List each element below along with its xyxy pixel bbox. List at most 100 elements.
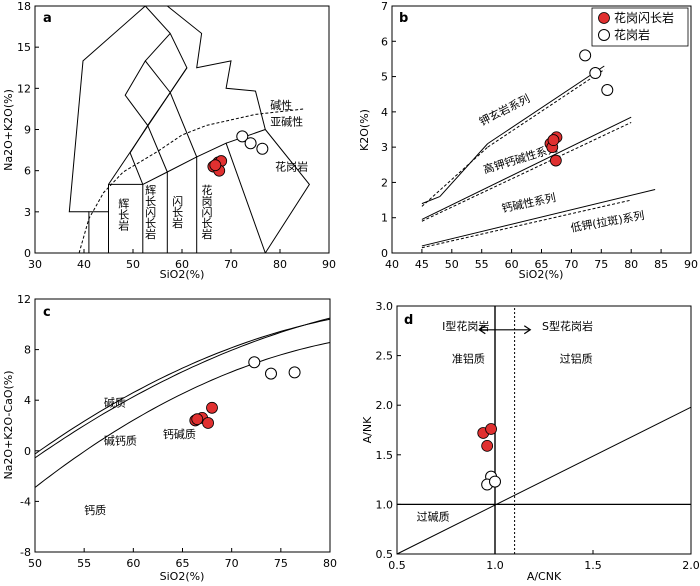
tas-inner-6 xyxy=(144,33,171,62)
panel-b-ylabel: K2O(%) xyxy=(358,109,371,151)
granodiorite-point xyxy=(549,154,562,167)
tas-inner-4 xyxy=(169,67,188,93)
granodiorite-point xyxy=(206,401,218,414)
x-tick-label: 85 xyxy=(654,258,668,271)
x-tick-label: 40 xyxy=(385,258,399,271)
granite-point xyxy=(579,49,592,62)
region-label: 花岗闪长岩 xyxy=(200,184,213,240)
y-tick-label: 5 xyxy=(381,71,388,84)
alkali-calcic-boundary xyxy=(34,318,331,455)
panel-d-frame xyxy=(396,305,692,555)
y-tick-label: 6 xyxy=(381,35,388,48)
tas-inner-5 xyxy=(124,60,171,126)
tas-inner-3 xyxy=(147,91,198,158)
y-tick-label: 1.0 xyxy=(376,498,394,511)
tas-diorite-top xyxy=(142,156,197,185)
x-tick-label: 55 xyxy=(475,258,489,271)
legend-label-0: 花岗闪长岩 xyxy=(614,10,674,25)
x-tick-label: 30 xyxy=(28,258,42,271)
y-tick-label: 3 xyxy=(381,141,388,154)
y-tick-label: 4 xyxy=(381,106,388,119)
granite-point xyxy=(236,130,249,143)
x-tick-label: 60 xyxy=(175,258,189,271)
panel-a-ylabel: Na2O+K2O(%) xyxy=(2,89,15,171)
region-label: 亚碱性 xyxy=(270,114,303,128)
shoshonite-dashed xyxy=(487,69,605,148)
y-tick-label: 12 xyxy=(17,82,31,95)
y-tick-label: 15 xyxy=(17,41,31,54)
y-tick-label: 1.5 xyxy=(376,449,394,462)
region-label: 钙质 xyxy=(84,503,106,517)
region-label: 钾玄岩系列 xyxy=(477,91,532,128)
tas-inner-2 xyxy=(129,124,168,173)
shoshonite-line xyxy=(421,196,441,205)
shoshonite-line xyxy=(439,143,489,197)
x-tick-label: 80 xyxy=(624,258,638,271)
y-tick-label: 3 xyxy=(24,206,31,219)
x-tick-label: 70 xyxy=(564,258,578,271)
x-tick-label: 1.5 xyxy=(584,559,602,572)
region-label: 钙碱性系列 xyxy=(500,190,557,215)
region-label: 碱钙质 xyxy=(104,433,137,447)
legend-open-marker xyxy=(598,29,610,41)
y-tick-label: 18 xyxy=(17,0,31,13)
panel-a-xlabel: SiO2(%) xyxy=(160,268,205,281)
granodiorite-point xyxy=(481,439,494,452)
region-label: 碱性 xyxy=(270,98,292,112)
granite-point xyxy=(256,142,269,155)
region-label: 低钾(拉斑)系列 xyxy=(569,208,645,235)
x-tick-label: 60 xyxy=(505,258,519,271)
alkali-lime-boundaries xyxy=(34,317,331,488)
y-tick-label: 7 xyxy=(381,0,388,13)
y-tick-label: 0 xyxy=(24,247,31,260)
y-tick-label: -8 xyxy=(20,546,31,559)
panel-b-xlabel: SiO2(%) xyxy=(519,268,564,281)
x-tick-label: 65 xyxy=(176,557,190,570)
panel-c-xlabel: SiO2(%) xyxy=(160,570,205,583)
y-tick-label: 4 xyxy=(24,394,31,407)
y-tick-label: 3.0 xyxy=(376,300,394,313)
tas-field-boundaries xyxy=(68,5,311,254)
x-tick-label: 70 xyxy=(225,557,239,570)
x-tick-label: 1.0 xyxy=(486,559,504,572)
region-label: S型花岗岩 xyxy=(542,319,593,333)
x-tick-label: 75 xyxy=(594,258,608,271)
x-tick-label: 50 xyxy=(28,557,42,570)
y-tick-label: 2.0 xyxy=(376,399,394,412)
x-tick-label: 40 xyxy=(77,258,91,271)
granodiorite-point xyxy=(191,413,204,426)
panel-d: d 0.5 1.0 1.5 2.0 0.5 1.0 1.5 2.0 2.5 3.0 I型花岗岩 S型… xyxy=(361,300,700,583)
granodiorite-point xyxy=(209,159,222,172)
panel-b-legend: 花岗闪长岩 花岗岩 xyxy=(591,7,689,47)
panel-b-letter: b xyxy=(399,11,408,26)
y-tick-label: 2 xyxy=(381,176,388,189)
x-tick-label: 0.5 xyxy=(388,559,406,572)
panel-d-letter: d xyxy=(404,313,413,328)
y-tick-label: 12 xyxy=(17,293,31,306)
granite-point xyxy=(288,366,301,379)
i-arrowhead xyxy=(478,325,486,335)
region-label: 钙碱质 xyxy=(163,427,196,441)
y-tick-label: 0.5 xyxy=(376,548,394,561)
x-tick-label: 80 xyxy=(323,557,337,570)
region-label: 过碱质 xyxy=(417,510,450,523)
tas-outline-far-left xyxy=(68,5,146,213)
region-label: 准铝质 xyxy=(452,352,485,366)
panel-a-letter: a xyxy=(43,11,52,26)
y-tick-label: 1 xyxy=(381,212,388,225)
calc-alkalic-boundary xyxy=(34,342,331,488)
alkalic-boundary xyxy=(34,317,331,459)
s-arrowhead xyxy=(523,325,532,335)
shoshonite-line xyxy=(487,65,605,145)
x-tick-label: 80 xyxy=(273,258,287,271)
granite-point xyxy=(601,83,614,96)
region-label: I型花岗岩 xyxy=(442,319,489,333)
x-tick-label: 70 xyxy=(224,258,238,271)
panel-c-frame xyxy=(34,298,331,553)
y-tick-label: 0 xyxy=(381,247,388,260)
tas-inner-1 xyxy=(129,152,144,185)
high-k-dashed xyxy=(421,121,632,222)
